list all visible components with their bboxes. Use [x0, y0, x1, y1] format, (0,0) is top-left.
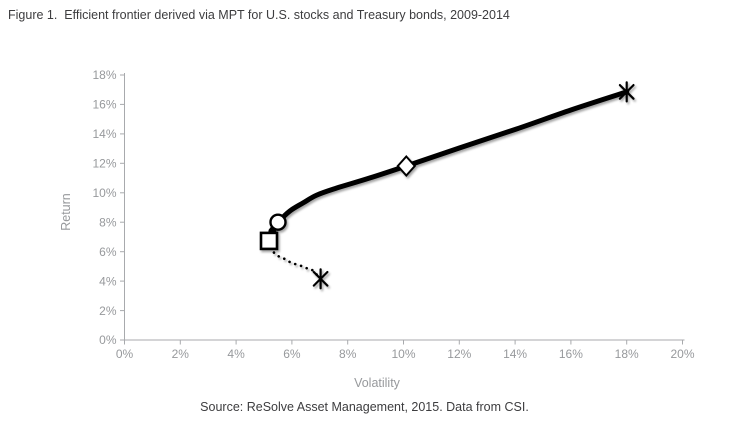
y-tick-label: 12% — [92, 157, 116, 171]
x-tick-label: 8% — [339, 347, 357, 361]
marker-square — [259, 231, 279, 251]
y-tick-label: 4% — [99, 274, 117, 288]
figure-title: Figure 1. Efficient frontier derived via… — [8, 8, 510, 22]
y-tick-label: 18% — [92, 68, 116, 82]
y-axis-title: Return — [59, 193, 73, 231]
x-tick-label: 12% — [447, 347, 471, 361]
y-tick-label: 10% — [92, 186, 116, 200]
x-tick-label: 2% — [172, 347, 190, 361]
axis-lines — [124, 73, 685, 341]
marker-asterisk — [618, 81, 635, 103]
y-tick-label: 8% — [99, 215, 117, 229]
x-tick-label: 14% — [503, 347, 527, 361]
y-tick-label: 14% — [92, 127, 116, 141]
x-tick-label: 20% — [670, 347, 694, 361]
axes-group: 0% 2% 4% 6% 8% 10% 12% 14% 16% 18% 0% 2% 4% 6% 8% 10% 12… — [92, 68, 694, 361]
x-tick-label: 18% — [615, 347, 639, 361]
x-tick-label: 0% — [116, 347, 134, 361]
efficient-frontier-line — [268, 89, 630, 234]
marker-circle — [269, 213, 287, 231]
marker-asterisk-spoke — [618, 83, 635, 100]
y-tick-label: 2% — [99, 304, 117, 318]
y-tick-label: 16% — [92, 98, 116, 112]
x-tick-label: 16% — [559, 347, 583, 361]
y-tick-label: 6% — [99, 245, 117, 259]
series-group — [259, 81, 635, 290]
x-tick-label: 4% — [227, 347, 245, 361]
x-axis-title: Volatility — [354, 376, 401, 390]
marker-asterisk — [312, 268, 329, 290]
x-tick-label: 6% — [283, 347, 301, 361]
marker-diamond — [396, 155, 417, 177]
x-tick-label: 10% — [391, 347, 415, 361]
marker-asterisk-spoke — [312, 270, 329, 287]
source-caption: Source: ReSolve Asset Management, 2015. … — [200, 400, 529, 414]
y-tick-label: 0% — [99, 333, 117, 347]
